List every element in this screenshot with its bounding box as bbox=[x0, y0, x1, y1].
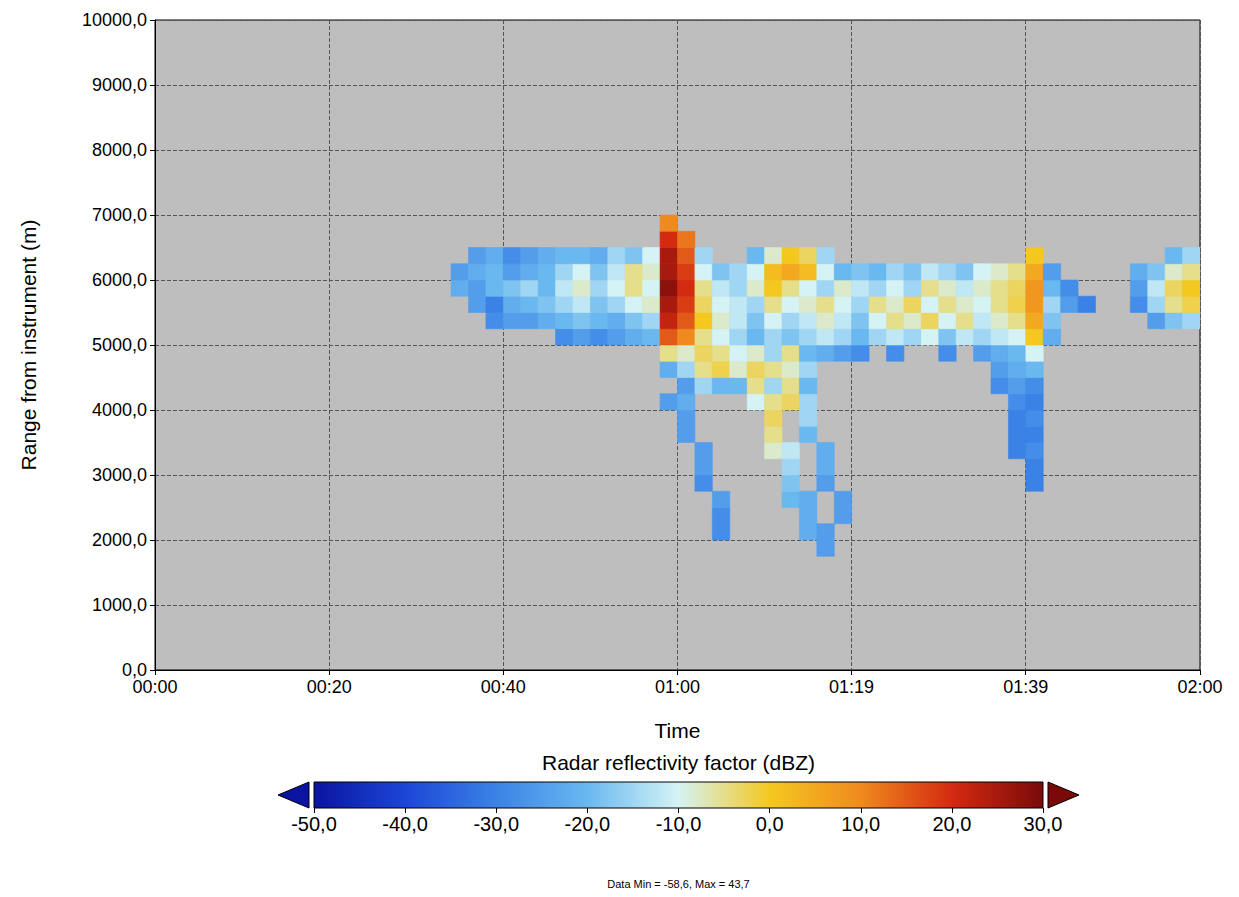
svg-text:-20,0: -20,0 bbox=[565, 813, 611, 835]
svg-text:9000,0: 9000,0 bbox=[92, 75, 147, 95]
svg-text:1000,0: 1000,0 bbox=[92, 595, 147, 615]
svg-text:0,0: 0,0 bbox=[756, 813, 784, 835]
svg-text:Time: Time bbox=[655, 719, 701, 742]
svg-text:10,0: 10,0 bbox=[841, 813, 880, 835]
svg-text:7000,0: 7000,0 bbox=[92, 205, 147, 225]
svg-text:2000,0: 2000,0 bbox=[92, 530, 147, 550]
svg-text:Data Min = -58,6, Max = 43,7: Data Min = -58,6, Max = 43,7 bbox=[607, 878, 749, 890]
svg-text:Range from instrument (m): Range from instrument (m) bbox=[17, 220, 40, 471]
svg-text:-50,0: -50,0 bbox=[291, 813, 337, 835]
svg-text:Radar reflectivity factor (dBZ: Radar reflectivity factor (dBZ) bbox=[542, 751, 815, 774]
svg-text:-10,0: -10,0 bbox=[656, 813, 702, 835]
svg-text:00:40: 00:40 bbox=[481, 677, 526, 697]
svg-text:-30,0: -30,0 bbox=[473, 813, 519, 835]
svg-text:3000,0: 3000,0 bbox=[92, 465, 147, 485]
svg-text:01:39: 01:39 bbox=[1003, 677, 1048, 697]
svg-text:4000,0: 4000,0 bbox=[92, 400, 147, 420]
svg-text:01:00: 01:00 bbox=[655, 677, 700, 697]
svg-text:30,0: 30,0 bbox=[1024, 813, 1063, 835]
svg-text:5000,0: 5000,0 bbox=[92, 335, 147, 355]
svg-text:6000,0: 6000,0 bbox=[92, 270, 147, 290]
svg-text:10000,0: 10000,0 bbox=[82, 10, 147, 30]
svg-text:0,0: 0,0 bbox=[122, 660, 147, 680]
svg-text:02:00: 02:00 bbox=[1177, 677, 1222, 697]
svg-text:00:00: 00:00 bbox=[132, 677, 177, 697]
svg-text:00:20: 00:20 bbox=[307, 677, 352, 697]
svg-text:8000,0: 8000,0 bbox=[92, 140, 147, 160]
svg-text:01:19: 01:19 bbox=[829, 677, 874, 697]
svg-text:20,0: 20,0 bbox=[932, 813, 971, 835]
svg-text:-40,0: -40,0 bbox=[382, 813, 428, 835]
